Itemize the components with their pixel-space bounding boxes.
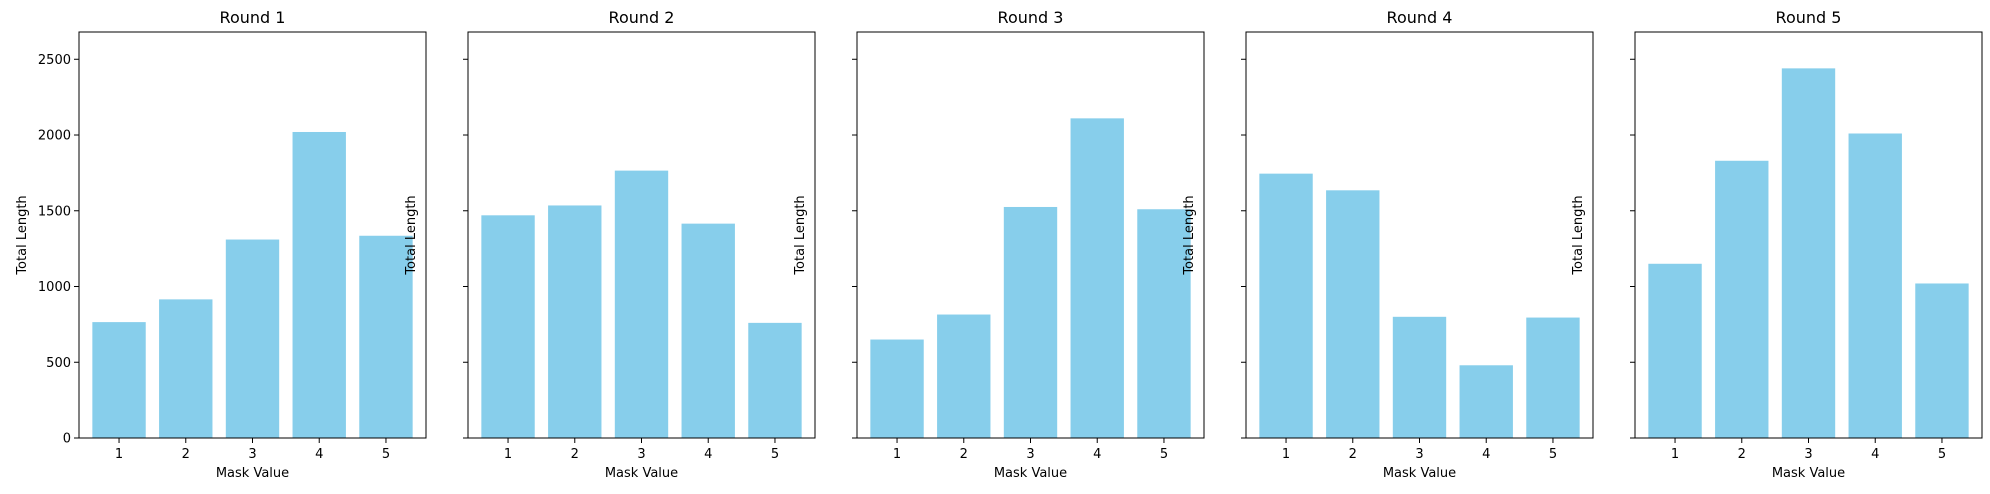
bar-mask-5	[359, 235, 413, 438]
bar-mask-3	[225, 239, 280, 438]
bar-mask-3	[1003, 206, 1058, 438]
y-axis-label: Total Length	[1571, 195, 1586, 275]
bar-mask-3	[1392, 316, 1447, 438]
bar-mask-4	[1070, 118, 1124, 438]
bar-mask-1	[481, 215, 535, 438]
bar-mask-4	[292, 131, 346, 439]
bar-mask-2	[1715, 160, 1769, 438]
x-tick-label: 2	[571, 447, 579, 462]
x-axis-label: Mask Value	[605, 466, 678, 481]
x-tick-label: 4	[704, 447, 712, 462]
bar-mask-2	[937, 314, 991, 438]
x-tick-label: 4	[1482, 447, 1490, 462]
subplot-round-2: 1 2 3 4 5 Round 2 Mask Value Total Length	[404, 8, 816, 481]
bar-mask-1	[1648, 263, 1702, 438]
x-tick-label: 1	[504, 447, 512, 462]
bar-mask-1	[1259, 173, 1313, 438]
x-tick-label: 3	[1415, 447, 1423, 462]
x-tick-label: 1	[1671, 447, 1679, 462]
x-tick-label: 2	[1349, 447, 1357, 462]
bar-mask-2	[159, 299, 213, 438]
bar-mask-4	[1848, 133, 1902, 438]
x-tick-label: 4	[315, 447, 323, 462]
subplot-title: Round 3	[998, 8, 1064, 27]
y-tick-label: 2000	[38, 129, 71, 144]
x-tick-label: 3	[637, 447, 645, 462]
x-tick-label: 4	[1093, 447, 1101, 462]
bar-mask-1	[92, 322, 146, 438]
x-tick-label: 2	[1738, 447, 1746, 462]
subplot-round-4: 1 2 3 4 5 Round 4 Mask Value Total Length	[1182, 8, 1594, 481]
x-tick-label: 2	[182, 447, 190, 462]
subplot-round-3: 1 2 3 4 5 Round 3 Mask Value Total Length	[793, 8, 1205, 481]
subplot-title: Round 4	[1387, 8, 1453, 27]
y-tick-label: 1000	[38, 280, 71, 295]
x-axis-label: Mask Value	[216, 466, 289, 481]
bar-mask-5	[1526, 317, 1580, 438]
x-axis-label: Mask Value	[994, 466, 1067, 481]
x-tick-label: 3	[1026, 447, 1034, 462]
y-tick-label: 500	[46, 356, 71, 371]
x-tick-label: 5	[1160, 447, 1168, 462]
bar-mask-5	[1137, 209, 1191, 438]
bar-mask-5	[748, 322, 802, 438]
y-tick-label: 0	[63, 432, 71, 447]
bar-mask-4	[681, 223, 735, 438]
x-tick-label: 1	[1282, 447, 1290, 462]
bar-mask-3	[614, 170, 669, 438]
subplot-title: Round 1	[220, 8, 286, 27]
bar-mask-5	[1915, 283, 1969, 438]
subplot-title: Round 5	[1776, 8, 1842, 27]
y-axis-label: Total Length	[1182, 195, 1197, 275]
y-tick-label: 1500	[38, 204, 71, 219]
bar-mask-1	[870, 339, 924, 438]
y-tick-label: 2500	[38, 53, 71, 68]
bar-mask-2	[548, 205, 602, 438]
subplot-round-5: 1 2 3 4 5 Round 5 Mask Value Total Length	[1571, 8, 1983, 481]
bar-mask-4	[1459, 365, 1513, 438]
bar-mask-3	[1781, 68, 1836, 439]
x-tick-label: 1	[115, 447, 123, 462]
x-tick-label: 3	[1804, 447, 1812, 462]
bar-mask-2	[1326, 190, 1380, 438]
x-axis-label: Mask Value	[1772, 466, 1845, 481]
x-tick-label: 3	[248, 447, 256, 462]
x-tick-label: 5	[1549, 447, 1557, 462]
y-axis-label: Total Length	[15, 195, 30, 275]
y-axis-label: Total Length	[793, 195, 808, 275]
x-tick-label: 5	[771, 447, 779, 462]
x-tick-label: 5	[1938, 447, 1946, 462]
subplot-title: Round 2	[609, 8, 675, 27]
x-tick-label: 2	[960, 447, 968, 462]
x-tick-label: 1	[893, 447, 901, 462]
x-axis-label: Mask Value	[1383, 466, 1456, 481]
y-axis-label: Total Length	[404, 195, 419, 275]
x-tick-label: 4	[1871, 447, 1879, 462]
subplot-round-1: 0 500 1000 1500 2000 2500 1 2 3 4 5 Round 1 Mask Val…	[15, 8, 427, 481]
x-tick-label: 5	[382, 447, 390, 462]
